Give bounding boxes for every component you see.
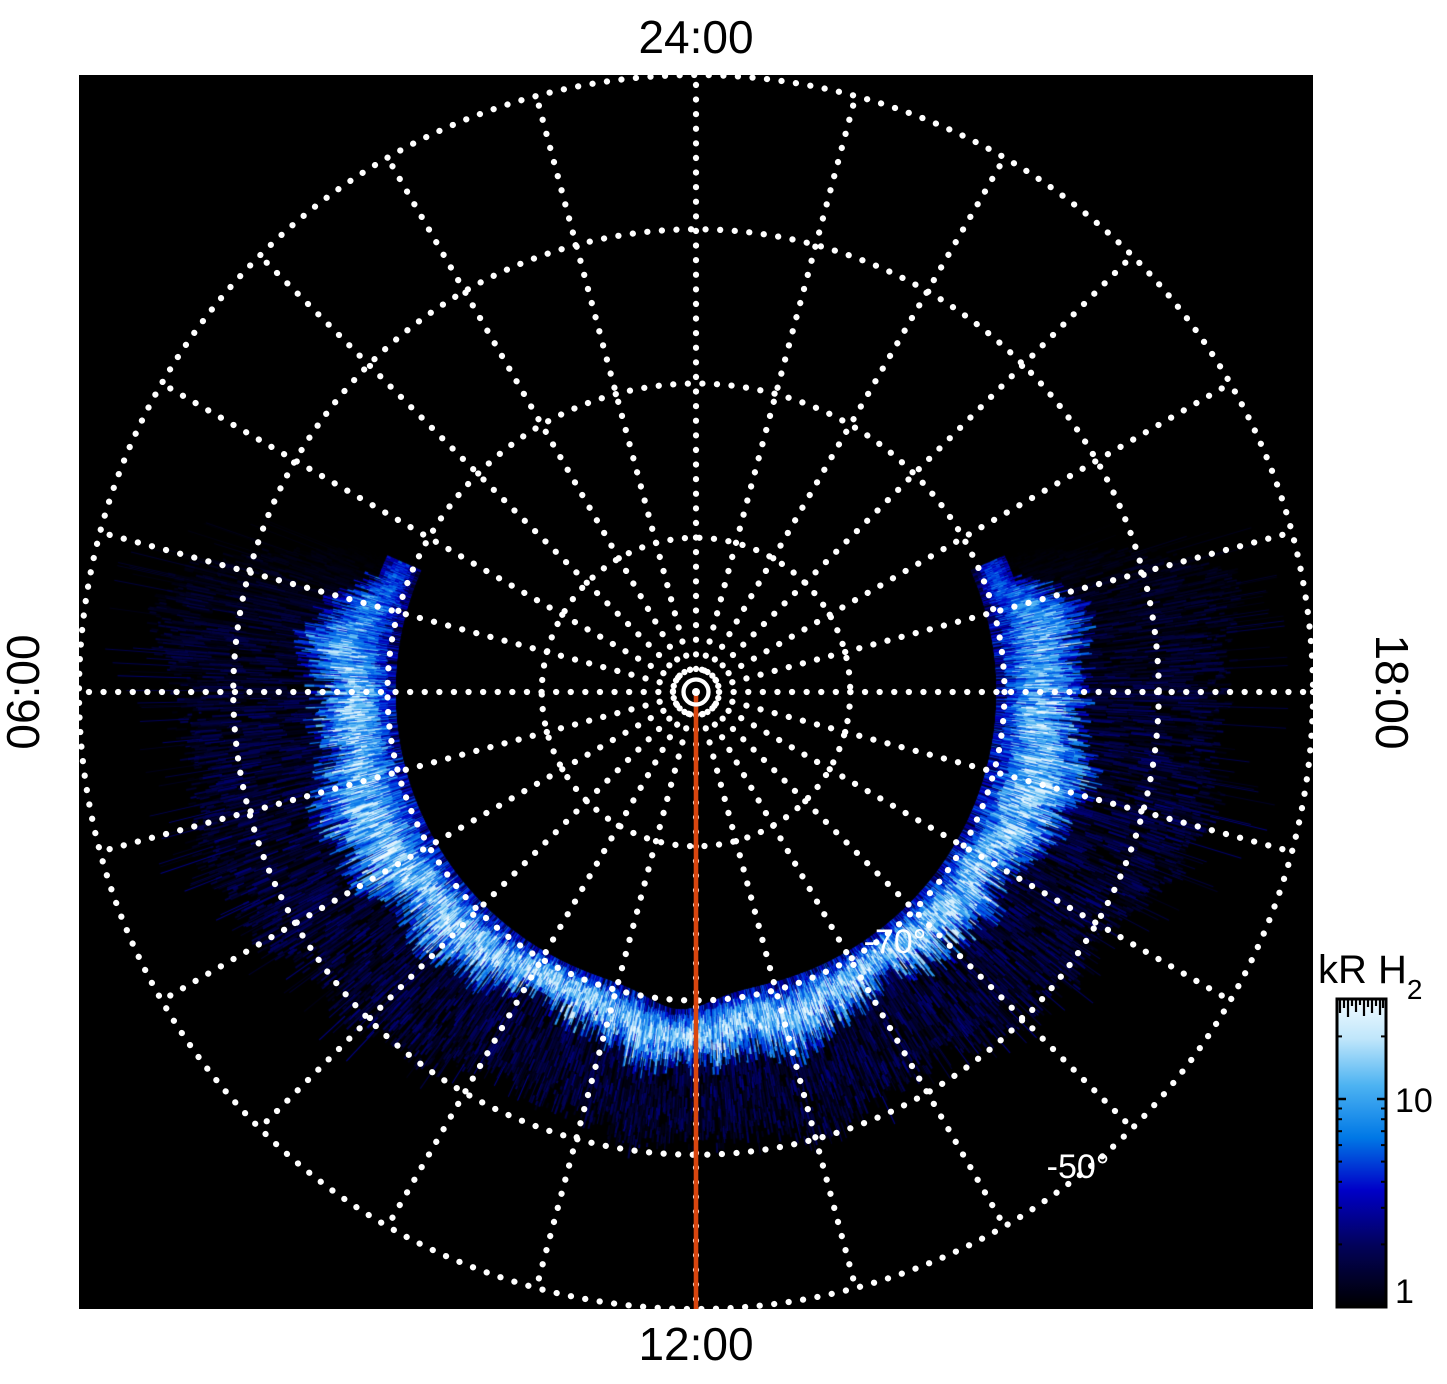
svg-text:kR H2: kR H2 [1318,948,1422,1005]
svg-text:-50°: -50° [1047,1148,1110,1186]
svg-text:18:00: 18:00 [1366,634,1418,749]
svg-text:24:00: 24:00 [638,11,753,63]
svg-text:12:00: 12:00 [638,1318,753,1370]
svg-text:-70°: -70° [864,923,927,961]
svg-text:06:00: 06:00 [0,634,49,749]
svg-text:10: 10 [1395,1082,1433,1120]
svg-text:1: 1 [1395,1273,1414,1311]
